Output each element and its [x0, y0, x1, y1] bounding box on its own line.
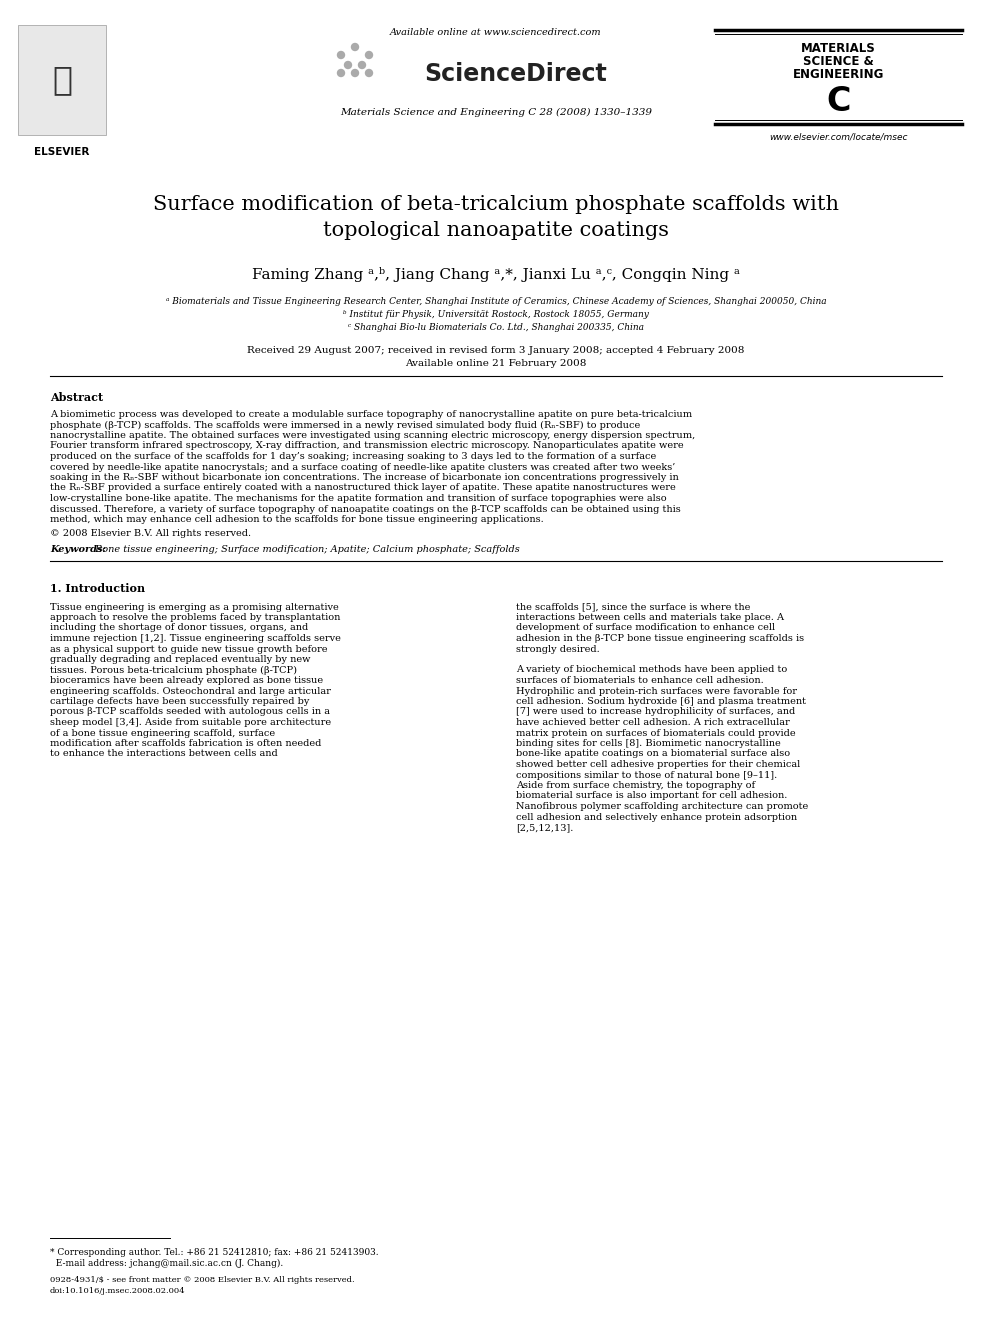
Text: Surface modification of beta-tricalcium phosphate scaffolds with: Surface modification of beta-tricalcium … [153, 194, 839, 214]
Text: method, which may enhance cell adhesion to the scaffolds for bone tissue enginee: method, which may enhance cell adhesion … [50, 515, 544, 524]
Text: low-crystalline bone-like apatite. The mechanisms for the apatite formation and : low-crystalline bone-like apatite. The m… [50, 493, 667, 503]
Text: phosphate (β-TCP) scaffolds. The scaffolds were immersed in a newly revised simu: phosphate (β-TCP) scaffolds. The scaffol… [50, 421, 640, 430]
Circle shape [365, 70, 373, 77]
Text: 0928-4931/$ - see front matter © 2008 Elsevier B.V. All rights reserved.: 0928-4931/$ - see front matter © 2008 El… [50, 1275, 354, 1285]
Text: SCIENCE &: SCIENCE & [804, 56, 874, 67]
Text: Fourier transform infrared spectroscopy, X-ray diffraction, and transmission ele: Fourier transform infrared spectroscopy,… [50, 442, 683, 451]
Text: 🌲: 🌲 [52, 64, 72, 97]
Text: discussed. Therefore, a variety of surface topography of nanoapatite coatings on: discussed. Therefore, a variety of surfa… [50, 504, 681, 513]
Text: the Rₙ-SBF provided a surface entirely coated with a nanostructured thick layer : the Rₙ-SBF provided a surface entirely c… [50, 483, 676, 492]
Text: Aside from surface chemistry, the topography of: Aside from surface chemistry, the topogr… [516, 781, 755, 790]
Circle shape [344, 61, 351, 69]
Text: sheep model [3,4]. Aside from suitable pore architecture: sheep model [3,4]. Aside from suitable p… [50, 718, 331, 728]
Text: interactions between cells and materials take place. A: interactions between cells and materials… [516, 613, 784, 622]
Text: * Corresponding author. Tel.: +86 21 52412810; fax: +86 21 52413903.: * Corresponding author. Tel.: +86 21 524… [50, 1248, 379, 1257]
Text: as a physical support to guide new tissue growth before: as a physical support to guide new tissu… [50, 644, 327, 654]
Text: cell adhesion. Sodium hydroxide [6] and plasma treatment: cell adhesion. Sodium hydroxide [6] and … [516, 697, 806, 706]
Text: showed better cell adhesive properties for their chemical: showed better cell adhesive properties f… [516, 759, 801, 769]
Text: Tissue engineering is emerging as a promising alternative: Tissue engineering is emerging as a prom… [50, 602, 338, 611]
Text: E-mail address: jchang@mail.sic.ac.cn (J. Chang).: E-mail address: jchang@mail.sic.ac.cn (J… [50, 1259, 284, 1269]
Text: © 2008 Elsevier B.V. All rights reserved.: © 2008 Elsevier B.V. All rights reserved… [50, 528, 251, 537]
Text: tissues. Porous beta-tricalcium phosphate (β-TCP): tissues. Porous beta-tricalcium phosphat… [50, 665, 297, 675]
Text: Faming Zhang ᵃ,ᵇ, Jiang Chang ᵃ,*, Jianxi Lu ᵃ,ᶜ, Congqin Ning ᵃ: Faming Zhang ᵃ,ᵇ, Jiang Chang ᵃ,*, Jianx… [252, 267, 740, 282]
Circle shape [351, 70, 358, 77]
Text: covered by needle-like apatite nanocrystals; and a surface coating of needle-lik: covered by needle-like apatite nanocryst… [50, 463, 676, 471]
Text: A variety of biochemical methods have been applied to: A variety of biochemical methods have be… [516, 665, 788, 675]
Text: [7] were used to increase hydrophilicity of surfaces, and: [7] were used to increase hydrophilicity… [516, 708, 796, 717]
Text: doi:10.1016/j.msec.2008.02.004: doi:10.1016/j.msec.2008.02.004 [50, 1287, 186, 1295]
Text: A biomimetic process was developed to create a modulable surface topography of n: A biomimetic process was developed to cr… [50, 410, 692, 419]
Text: nanocrystalline apatite. The obtained surfaces were investigated using scanning : nanocrystalline apatite. The obtained su… [50, 431, 695, 441]
Text: Available online 21 February 2008: Available online 21 February 2008 [406, 359, 586, 368]
Text: including the shortage of donor tissues, organs, and: including the shortage of donor tissues,… [50, 623, 309, 632]
Text: Bone tissue engineering; Surface modification; Apatite; Calcium phosphate; Scaff: Bone tissue engineering; Surface modific… [92, 545, 520, 553]
Text: the scaffolds [5], since the surface is where the: the scaffolds [5], since the surface is … [516, 602, 750, 611]
Text: ᵃ Biomaterials and Tissue Engineering Research Center, Shanghai Institute of Cer: ᵃ Biomaterials and Tissue Engineering Re… [166, 296, 826, 306]
Text: ᶜ Shanghai Bio-lu Biomaterials Co. Ltd., Shanghai 200335, China: ᶜ Shanghai Bio-lu Biomaterials Co. Ltd.,… [348, 323, 644, 332]
Text: strongly desired.: strongly desired. [516, 644, 600, 654]
Text: gradually degrading and replaced eventually by new: gradually degrading and replaced eventua… [50, 655, 310, 664]
Text: binding sites for cells [8]. Biomimetic nanocrystalline: binding sites for cells [8]. Biomimetic … [516, 740, 781, 747]
Text: Hydrophilic and protein-rich surfaces were favorable for: Hydrophilic and protein-rich surfaces we… [516, 687, 797, 696]
Text: surfaces of biomaterials to enhance cell adhesion.: surfaces of biomaterials to enhance cell… [516, 676, 764, 685]
Text: approach to resolve the problems faced by transplantation: approach to resolve the problems faced b… [50, 613, 340, 622]
Text: immune rejection [1,2]. Tissue engineering scaffolds serve: immune rejection [1,2]. Tissue engineeri… [50, 634, 341, 643]
Text: topological nanoapatite coatings: topological nanoapatite coatings [323, 221, 669, 239]
FancyBboxPatch shape [18, 25, 106, 135]
Text: ᵇ Institut für Physik, Universität Rostock, Rostock 18055, Germany: ᵇ Institut für Physik, Universität Rosto… [343, 310, 649, 319]
Text: www.elsevier.com/locate/msec: www.elsevier.com/locate/msec [769, 134, 908, 142]
Circle shape [358, 61, 365, 69]
Text: of a bone tissue engineering scaffold, surface: of a bone tissue engineering scaffold, s… [50, 729, 275, 737]
Text: porous β-TCP scaffolds seeded with autologous cells in a: porous β-TCP scaffolds seeded with autol… [50, 708, 330, 717]
Text: modification after scaffolds fabrication is often needed: modification after scaffolds fabrication… [50, 740, 321, 747]
Text: ELSEVIER: ELSEVIER [35, 147, 89, 157]
Text: [2,5,12,13].: [2,5,12,13]. [516, 823, 573, 832]
Text: Nanofibrous polymer scaffolding architecture can promote: Nanofibrous polymer scaffolding architec… [516, 802, 808, 811]
Text: development of surface modification to enhance cell: development of surface modification to e… [516, 623, 775, 632]
Circle shape [365, 52, 373, 58]
Text: Abstract: Abstract [50, 392, 103, 404]
Text: MATERIALS: MATERIALS [802, 42, 876, 56]
Text: produced on the surface of the scaffolds for 1 day’s soaking; increasing soaking: produced on the surface of the scaffolds… [50, 452, 657, 460]
Text: C: C [826, 85, 851, 118]
Text: adhesion in the β-TCP bone tissue engineering scaffolds is: adhesion in the β-TCP bone tissue engine… [516, 634, 805, 643]
Text: 1. Introduction: 1. Introduction [50, 582, 145, 594]
Text: have achieved better cell adhesion. A rich extracellular: have achieved better cell adhesion. A ri… [516, 718, 790, 728]
Text: bioceramics have been already explored as bone tissue: bioceramics have been already explored a… [50, 676, 323, 685]
Text: engineering scaffolds. Osteochondral and large articular: engineering scaffolds. Osteochondral and… [50, 687, 331, 696]
Circle shape [351, 44, 358, 50]
Text: cartilage defects have been successfully repaired by: cartilage defects have been successfully… [50, 697, 310, 706]
Circle shape [337, 52, 344, 58]
Text: cell adhesion and selectively enhance protein adsorption: cell adhesion and selectively enhance pr… [516, 812, 798, 822]
Text: compositions similar to those of natural bone [9–11].: compositions similar to those of natural… [516, 770, 778, 779]
Text: biomaterial surface is also important for cell adhesion.: biomaterial surface is also important fo… [516, 791, 788, 800]
Text: to enhance the interactions between cells and: to enhance the interactions between cell… [50, 750, 278, 758]
Text: ENGINEERING: ENGINEERING [793, 67, 884, 81]
Text: Keywords:: Keywords: [50, 545, 106, 553]
Text: ScienceDirect: ScienceDirect [425, 62, 607, 86]
Text: Materials Science and Engineering C 28 (2008) 1330–1339: Materials Science and Engineering C 28 (… [340, 108, 652, 118]
Text: Available online at www.sciencedirect.com: Available online at www.sciencedirect.co… [390, 28, 602, 37]
Circle shape [337, 70, 344, 77]
Text: matrix protein on surfaces of biomaterials could provide: matrix protein on surfaces of biomateria… [516, 729, 796, 737]
Text: bone-like apatite coatings on a biomaterial surface also: bone-like apatite coatings on a biomater… [516, 750, 790, 758]
Text: soaking in the Rₙ-SBF without bicarbonate ion concentrations. The increase of bi: soaking in the Rₙ-SBF without bicarbonat… [50, 474, 679, 482]
Text: Received 29 August 2007; received in revised form 3 January 2008; accepted 4 Feb: Received 29 August 2007; received in rev… [247, 347, 745, 355]
